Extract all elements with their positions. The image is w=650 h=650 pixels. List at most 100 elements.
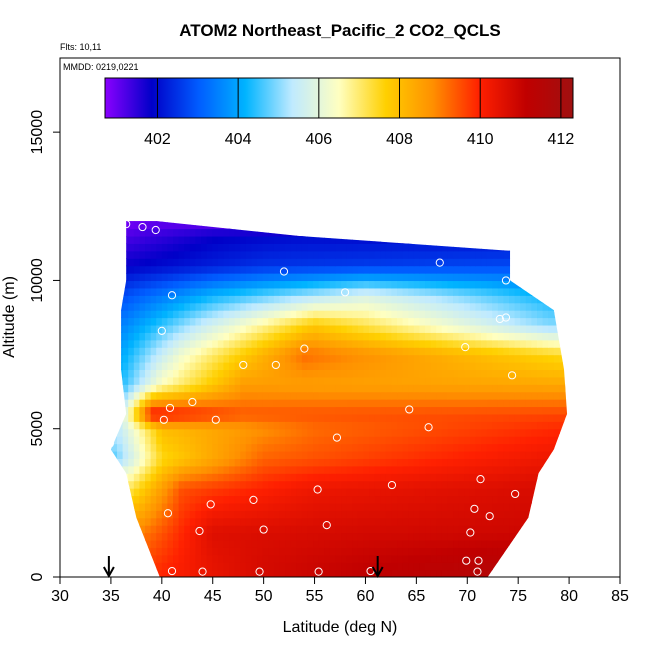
heatmap-cell bbox=[161, 265, 169, 274]
observation-point bbox=[340, 288, 350, 297]
heatmap-cell bbox=[273, 525, 281, 534]
heatmap-cell bbox=[318, 517, 325, 526]
heatmap-cell bbox=[257, 554, 264, 563]
heatmap-cell bbox=[341, 376, 348, 385]
heatmap-cell bbox=[571, 273, 577, 281]
heatmap-cell bbox=[173, 310, 180, 319]
heatmap-cell bbox=[391, 428, 398, 437]
heatmap-cell bbox=[223, 547, 230, 556]
heatmap-cell bbox=[234, 525, 241, 534]
heatmap-cell bbox=[408, 413, 415, 422]
heatmap-cell bbox=[385, 480, 393, 489]
heatmap-cell bbox=[268, 488, 275, 497]
heatmap-cell bbox=[531, 421, 538, 430]
heatmap-cell bbox=[514, 295, 521, 304]
heatmap-cell bbox=[430, 287, 437, 296]
heatmap-cell bbox=[178, 488, 185, 497]
heatmap-cell bbox=[178, 391, 185, 400]
heatmap-cell bbox=[447, 376, 454, 385]
heatmap-cell bbox=[565, 302, 568, 311]
heatmap-cell bbox=[520, 287, 527, 296]
heatmap-cell bbox=[212, 450, 219, 459]
heatmap-cell bbox=[296, 554, 303, 563]
heatmap-cell bbox=[447, 221, 454, 230]
heatmap-cell bbox=[430, 339, 437, 348]
heatmap-cell bbox=[110, 399, 113, 408]
heatmap-cell bbox=[111, 258, 118, 267]
heatmap-cell bbox=[447, 287, 454, 296]
heatmap-cell bbox=[150, 287, 157, 296]
heatmap-cell bbox=[110, 473, 113, 482]
heatmap-cell bbox=[548, 332, 555, 341]
heatmap-cell bbox=[133, 458, 141, 467]
heatmap-cell bbox=[229, 295, 236, 304]
heatmap-cell bbox=[475, 391, 482, 400]
heatmap-cell bbox=[156, 569, 163, 577]
heatmap-cell bbox=[363, 250, 370, 259]
heatmap-cell bbox=[133, 539, 141, 548]
heatmap-cell bbox=[565, 280, 568, 289]
heatmap-cell bbox=[464, 243, 471, 252]
heatmap-cell bbox=[413, 406, 421, 415]
heatmap-cell bbox=[178, 265, 185, 274]
heatmap-cell bbox=[206, 428, 213, 437]
heatmap-cell bbox=[391, 473, 398, 482]
heatmap-cell bbox=[441, 243, 449, 252]
heatmap-cell bbox=[161, 258, 169, 267]
heatmap-cell bbox=[464, 495, 471, 504]
heatmap-cell bbox=[537, 436, 544, 445]
heatmap-cell bbox=[481, 480, 488, 489]
heatmap-cell bbox=[307, 317, 314, 326]
heatmap-cell bbox=[458, 458, 465, 467]
heatmap-cell bbox=[397, 250, 404, 259]
heatmap-cell bbox=[492, 532, 499, 541]
heatmap-cell bbox=[419, 502, 426, 511]
heatmap-cell bbox=[251, 517, 258, 526]
heatmap-cell bbox=[419, 332, 426, 341]
heatmap-cell bbox=[240, 258, 247, 267]
heatmap-cell bbox=[481, 324, 488, 333]
heatmap-cell bbox=[385, 428, 393, 437]
heatmap-cell bbox=[565, 221, 568, 230]
heatmap-cell bbox=[419, 532, 426, 541]
heatmap-cell bbox=[509, 258, 516, 267]
heatmap-cell bbox=[464, 287, 471, 296]
heatmap-cell bbox=[290, 525, 297, 534]
heatmap-cell bbox=[436, 384, 443, 393]
heatmap-cell bbox=[111, 250, 118, 259]
heatmap-cell bbox=[542, 547, 549, 556]
heatmap-cell bbox=[346, 302, 353, 311]
heatmap-cell bbox=[436, 287, 443, 296]
heatmap-cell bbox=[150, 221, 157, 230]
heatmap-cell bbox=[285, 235, 292, 244]
heatmap-cell bbox=[223, 295, 230, 304]
heatmap-cell bbox=[279, 502, 286, 511]
heatmap-cell bbox=[385, 539, 393, 548]
heatmap-cell bbox=[509, 384, 516, 393]
heatmap-cell bbox=[425, 465, 432, 474]
heatmap-cell bbox=[369, 502, 376, 511]
heatmap-cell bbox=[189, 473, 197, 482]
heatmap-cell bbox=[110, 265, 113, 274]
heatmap-cell bbox=[509, 399, 516, 408]
heatmap-cell bbox=[363, 473, 370, 482]
heatmap-cell bbox=[492, 547, 499, 556]
heatmap-cell bbox=[447, 547, 454, 556]
heatmap-cell bbox=[453, 465, 460, 474]
observation-point bbox=[461, 343, 470, 352]
heatmap-cell bbox=[369, 228, 376, 237]
heatmap-cell bbox=[509, 361, 516, 370]
heatmap-cell bbox=[273, 532, 281, 541]
heatmap-cell bbox=[458, 517, 465, 526]
heatmap-cell bbox=[492, 295, 499, 304]
heatmap-cell bbox=[139, 421, 146, 430]
heatmap-cell bbox=[509, 310, 516, 319]
heatmap-cell bbox=[430, 250, 437, 259]
heatmap-cell bbox=[122, 473, 129, 482]
heatmap-cell bbox=[397, 450, 404, 459]
heatmap-cell bbox=[341, 510, 348, 519]
heatmap-cell bbox=[408, 228, 415, 237]
heatmap-cell bbox=[408, 310, 415, 319]
heatmap-cell bbox=[520, 273, 527, 282]
heatmap-cell bbox=[301, 361, 309, 370]
